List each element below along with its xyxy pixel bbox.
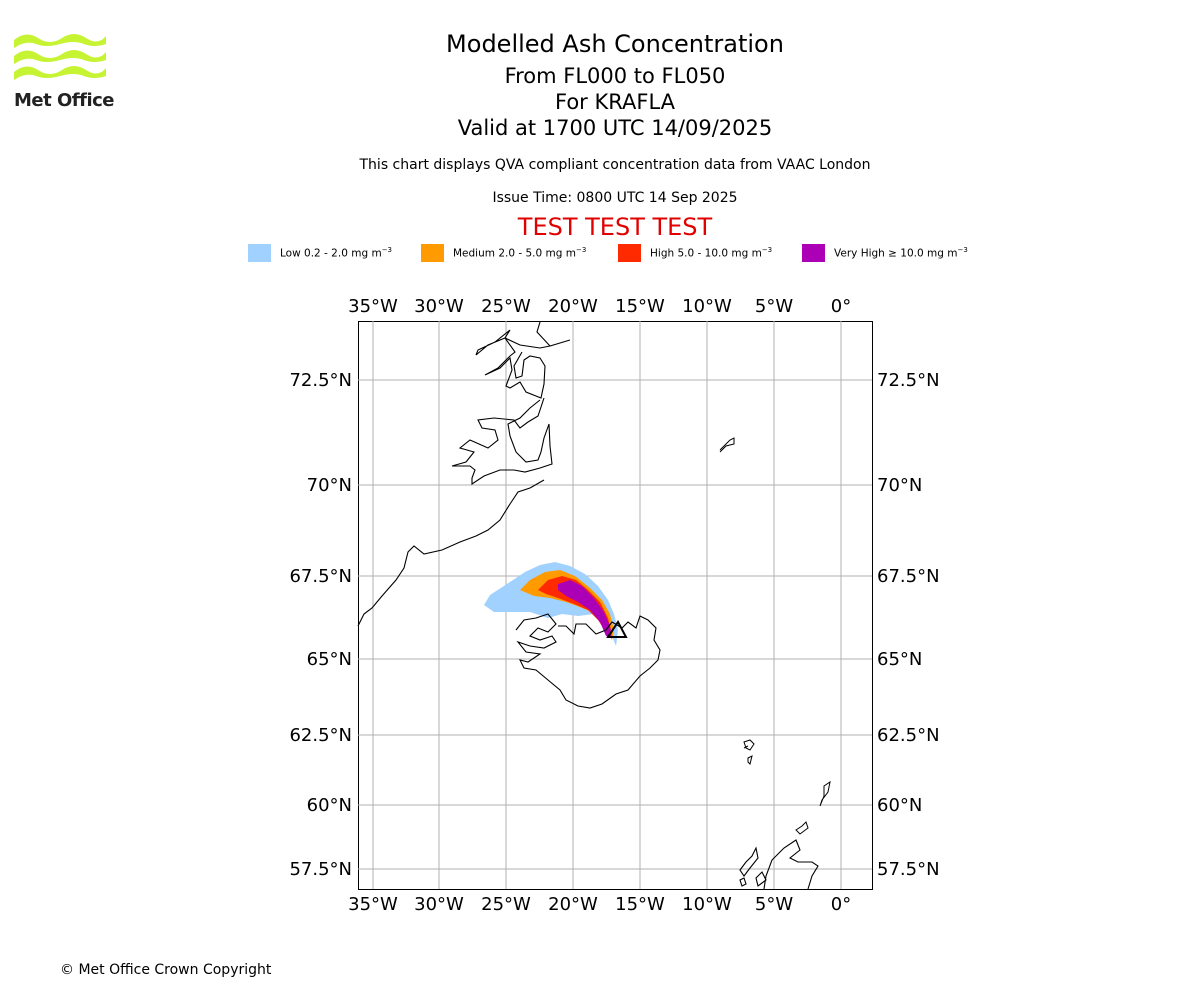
jan-mayen-coastline [719, 437, 735, 453]
lon-tick-label-bottom: 35°W [348, 894, 398, 915]
legend-label-medium: Medium 2.0 - 5.0 mg m [453, 247, 576, 260]
legend-item-very-high: Very High ≥ 10.0 mg m−3 [802, 244, 968, 262]
lon-tick-label-bottom: 5°W [755, 894, 793, 915]
lat-tick-label-right: 70°N [877, 475, 922, 496]
flight-level-range: From FL000 to FL050 [504, 64, 726, 88]
legend-swatch-medium [421, 244, 444, 262]
legend-label-high: High 5.0 - 10.0 mg m [650, 247, 762, 260]
lat-tick-label-right: 57.5°N [877, 859, 940, 880]
lon-tick-label-top: 10°W [682, 296, 732, 317]
lat-tick-label-right: 67.5°N [877, 566, 940, 587]
faroe-islands-coastline [743, 739, 755, 765]
lon-tick-label-top: 15°W [615, 296, 665, 317]
lon-tick-label-bottom: 30°W [414, 894, 464, 915]
map-frame [358, 321, 873, 890]
chart-description: This chart displays QVA compliant concen… [359, 157, 871, 173]
lat-tick-label-left: 65°N [307, 649, 352, 670]
tick-labels: 35°W 35°W 30°W 30°W 25°W 25°W 20°W 20°W 15°W 15°W… [289, 296, 939, 915]
greenland-coastline [357, 321, 571, 627]
lon-tick-label-bottom: 20°W [548, 894, 598, 915]
issue-time: Issue Time: 0800 UTC 14 Sep 2025 [492, 190, 738, 206]
copyright: © Met Office Crown Copyright [60, 962, 272, 978]
orkney-coastline [795, 821, 809, 835]
volcano-marker-icon [606, 620, 628, 638]
legend-item-high: High 5.0 - 10.0 mg m−3 [618, 244, 772, 262]
lat-tick-label-left: 60°N [307, 795, 352, 816]
lat-tick-label-left: 67.5°N [289, 566, 352, 587]
lat-tick-label-left: 62.5°N [289, 725, 352, 746]
lon-tick-label-bottom: 10°W [682, 894, 732, 915]
lat-tick-label-left: 70°N [307, 475, 352, 496]
lon-tick-label-bottom: 15°W [615, 894, 665, 915]
lon-tick-label-top: 25°W [481, 296, 531, 317]
met-office-logo: Met Office [14, 30, 115, 111]
lon-tick-label-top: 35°W [348, 296, 398, 317]
lon-tick-label-bottom: 0° [831, 894, 851, 915]
valid-time: Valid at 1700 UTC 14/09/2025 [457, 116, 773, 140]
lat-tick-label-right: 60°N [877, 795, 922, 816]
legend-swatch-high [618, 244, 641, 262]
lat-tick-label-right: 72.5°N [877, 370, 940, 391]
ash-very-high-area [558, 580, 612, 638]
lat-tick-label-left: 57.5°N [289, 859, 352, 880]
lon-tick-label-top: 0° [831, 296, 851, 317]
ash-low-area [484, 562, 618, 646]
lon-tick-label-top: 20°W [548, 296, 598, 317]
logo-text: Met Office [14, 90, 115, 111]
legend-swatch-low [248, 244, 271, 262]
ash-high-area [538, 576, 612, 634]
legend-item-low: Low 0.2 - 2.0 mg m−3 [248, 244, 392, 262]
legend-label-very-high: Very High ≥ 10.0 mg m [834, 247, 958, 260]
lon-tick-label-top: 5°W [755, 296, 793, 317]
chart-title: Modelled Ash Concentration [446, 30, 784, 58]
lat-tick-label-left: 72.5°N [289, 370, 352, 391]
volcano-name: For KRAFLA [555, 90, 675, 114]
lon-tick-label-bottom: 25°W [481, 894, 531, 915]
scotland-coastline [739, 839, 819, 890]
shetland-coastline [819, 780, 831, 807]
test-banner: TEST TEST TEST [517, 213, 713, 241]
iceland-coastline [515, 613, 661, 709]
legend-swatch-very-high [802, 244, 825, 262]
legend-label-low: Low 0.2 - 2.0 mg m [280, 247, 382, 260]
lat-tick-label-right: 62.5°N [877, 725, 940, 746]
logo-waves-icon [14, 34, 106, 80]
legend-item-medium: Medium 2.0 - 5.0 mg m−3 [421, 244, 586, 262]
lon-tick-label-top: 30°W [414, 296, 464, 317]
lat-tick-label-right: 65°N [877, 649, 922, 670]
